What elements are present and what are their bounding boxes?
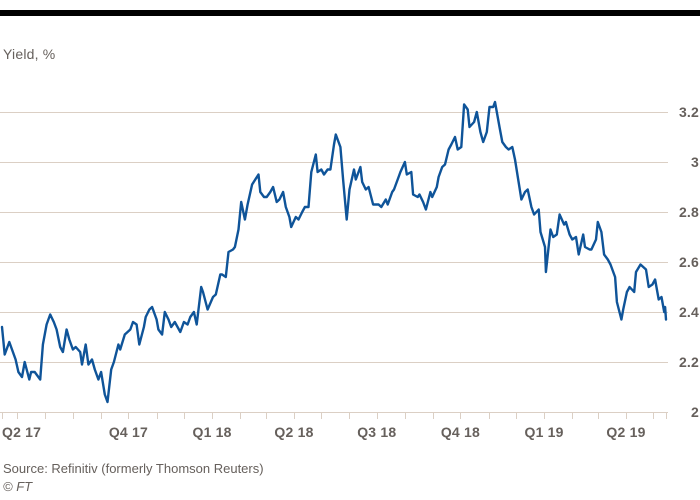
yield-line-series	[0, 100, 668, 404]
x-axis-label: Q1 19	[525, 424, 564, 440]
y-axis-label: 3.2	[679, 104, 699, 120]
x-axis-label: Q3 18	[357, 424, 396, 440]
x-axis-label: Q2 19	[606, 424, 645, 440]
x-axis-label: Q1 18	[193, 424, 232, 440]
y-axis-label: 2.8	[679, 204, 699, 220]
chart-title: Yield, %	[3, 46, 56, 62]
x-axis-ticks	[2, 412, 667, 419]
y-axis-label: 2	[691, 404, 699, 420]
y-axis-label: 2.4	[679, 304, 699, 320]
y-axis-label: 2.6	[679, 254, 699, 270]
y-axis-label: 2.2	[679, 354, 699, 370]
top-rule	[0, 10, 700, 16]
y-axis-labels: 2 2.2 2.4 2.6 2.8 3 3.2	[679, 104, 699, 420]
x-axis-label: Q4 18	[441, 424, 480, 440]
source-note: Source: Refinitiv (formerly Thomson Reut…	[3, 461, 264, 476]
x-axis-label: Q4 17	[109, 424, 148, 440]
x-axis-labels: Q2 17 Q4 17 Q1 18 Q2 18 Q3 18 Q4 18 Q1 19 Q2 19	[2, 424, 645, 440]
ft-credit: © FT	[3, 479, 33, 494]
x-axis-label: Q2 18	[274, 424, 313, 440]
x-axis-label: Q2 17	[2, 424, 41, 440]
y-axis-label: 3	[691, 154, 699, 170]
gridlines	[0, 112, 668, 413]
